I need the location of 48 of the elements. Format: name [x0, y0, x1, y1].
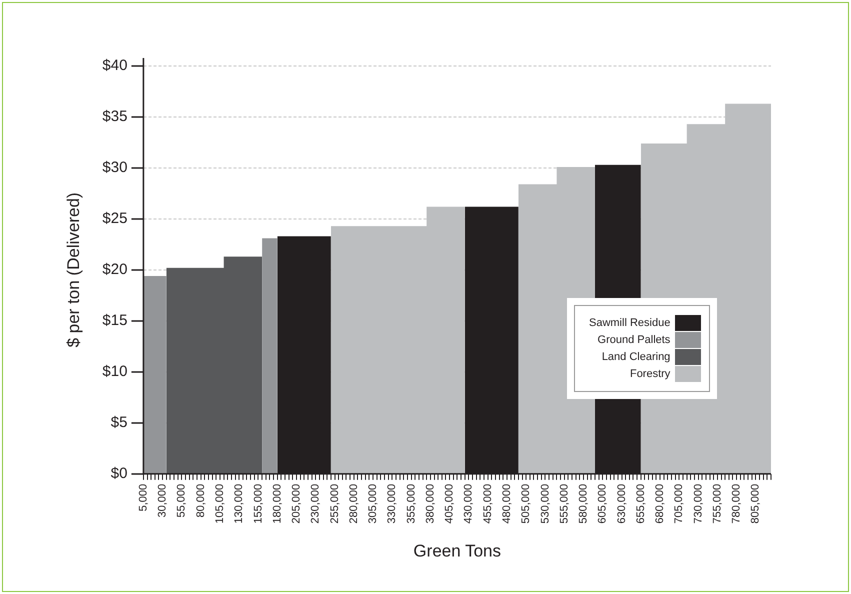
x-tick-label: 355,000: [405, 484, 418, 524]
x-tick-label: 480,000: [500, 484, 513, 524]
x-tick-label: 155,000: [252, 484, 264, 524]
x-tick-label: 105,000: [214, 484, 226, 524]
x-tick-label: 755,000: [711, 484, 724, 524]
y-tick-label: $40: [102, 57, 128, 74]
x-tick-label: 230,000: [310, 484, 322, 524]
legend-label: Ground Pallets: [598, 334, 670, 346]
y-tick-label: $35: [102, 108, 128, 126]
x-axis-title: Green Tons: [413, 541, 502, 560]
x-tick-label: 305,000: [367, 484, 380, 524]
x-tick-label: 605,000: [596, 484, 609, 524]
x-tick-label: 30,000: [156, 484, 169, 518]
x-tick-label: 330,000: [386, 484, 398, 524]
y-tick-label: $10: [102, 363, 128, 380]
x-tick-label: 680,000: [654, 484, 666, 524]
x-tick-label: 630,000: [616, 484, 628, 524]
y-tick-label: $5: [110, 414, 128, 431]
x-tick-label: 280,000: [348, 484, 360, 524]
x-tick-label: 655,000: [634, 484, 647, 524]
x-tick-label: 580,000: [578, 484, 590, 524]
y-tick-label: $20: [102, 261, 128, 278]
x-tick-label: 180,000: [271, 484, 284, 524]
x-tick-label: 730,000: [692, 484, 704, 524]
y-tick-label: $15: [102, 312, 128, 330]
y-tick-label: $0: [110, 464, 128, 482]
x-tick-label: 80,000: [194, 484, 207, 518]
x-tick-label: 705,000: [673, 484, 686, 524]
x-tick-label: 55,000: [176, 484, 188, 518]
x-tick-label: 530,000: [539, 484, 552, 524]
x-tick-label: 205,000: [290, 484, 303, 524]
y-axis-title: $ per ton (Delivered): [64, 192, 83, 348]
legend-label: Land Clearing: [602, 351, 670, 363]
x-tick-label: 380,000: [424, 484, 436, 524]
x-tick-label: 5,000: [137, 484, 150, 512]
x-tick-label: 805,000: [750, 484, 762, 524]
x-tick-label: 430,000: [462, 484, 475, 524]
y-tick-label: $30: [102, 159, 128, 176]
x-tick-label: 505,000: [520, 484, 532, 524]
x-tick-label: 255,000: [328, 484, 341, 524]
y-tick-label: $25: [102, 210, 128, 228]
legend-label: Forestry: [630, 368, 670, 380]
x-tick-label: 455,000: [482, 484, 494, 524]
legend-label: Sawmill Residue: [589, 317, 670, 329]
x-tick-label: 555,000: [558, 484, 570, 524]
x-tick-label: 130,000: [233, 484, 246, 524]
x-tick-label: 780,000: [730, 484, 743, 524]
x-tick-label: 405,000: [444, 484, 456, 524]
